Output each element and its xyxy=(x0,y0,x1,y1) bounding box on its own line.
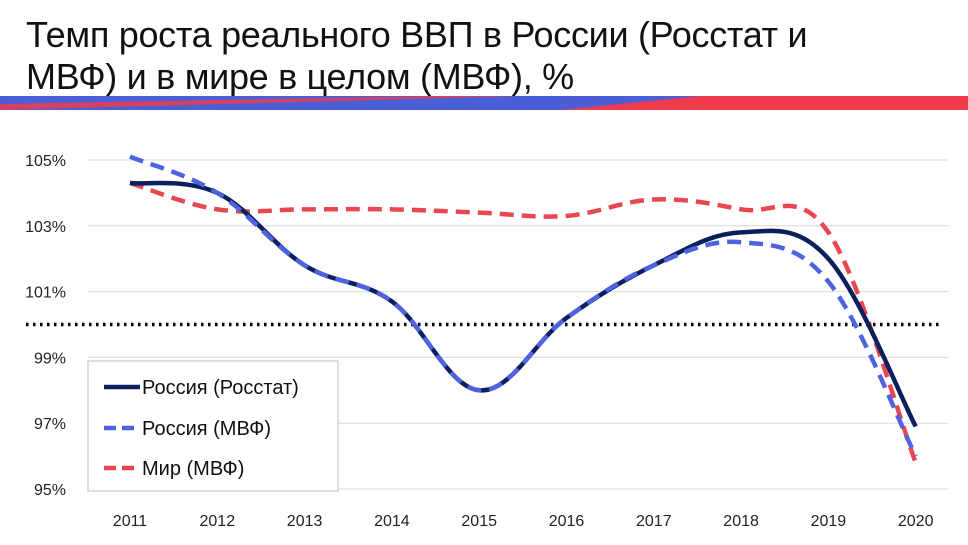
stripe-blue xyxy=(0,96,700,110)
stripe-red-left xyxy=(0,96,520,110)
stripe-red xyxy=(560,96,968,110)
legend-label: Россия (Росстат) xyxy=(142,377,299,399)
chart-title-line-1: Темп роста реального ВВП в России (Росст… xyxy=(26,14,808,55)
x-tick-label: 2012 xyxy=(200,513,236,530)
y-axis-ticks: 95% 97% 99% 101% 103% 105% xyxy=(25,153,66,499)
x-tick-label: 2019 xyxy=(811,513,847,530)
x-tick-label: 2011 xyxy=(113,513,148,530)
x-tick-label: 2016 xyxy=(549,513,585,530)
legend-label: Мир (МВФ) xyxy=(142,458,244,480)
legend: Россия (Росстат) Россия (МВФ) Мир (МВФ) xyxy=(87,360,339,492)
x-tick-label: 2018 xyxy=(723,513,759,530)
x-tick-label: 2020 xyxy=(898,513,934,530)
x-axis-ticks: 2011 2012 2013 2014 2015 2016 2017 2018 2019 2020 xyxy=(113,513,934,530)
title-stripes xyxy=(0,96,968,110)
series-layer xyxy=(129,154,918,464)
y-tick-label: 99% xyxy=(34,350,66,367)
y-tick-label: 95% xyxy=(34,482,66,499)
y-tick-label: 97% xyxy=(34,416,66,433)
chart-title-line-2: МВФ) и в мире в целом (МВФ), % xyxy=(26,56,574,97)
y-tick-label: 103% xyxy=(25,219,66,236)
x-tick-label: 2013 xyxy=(287,513,323,530)
y-tick-label: 101% xyxy=(25,285,66,302)
legend-label: Россия (МВФ) xyxy=(142,418,271,440)
y-tick-label: 105% xyxy=(25,153,66,170)
chart-title: Темп роста реального ВВП в России (Росст… xyxy=(26,14,926,98)
series-russia-imf xyxy=(129,154,918,458)
x-tick-label: 2014 xyxy=(374,513,410,530)
x-tick-label: 2017 xyxy=(636,513,672,530)
x-tick-label: 2015 xyxy=(461,513,497,530)
series-world-imf xyxy=(129,180,918,464)
